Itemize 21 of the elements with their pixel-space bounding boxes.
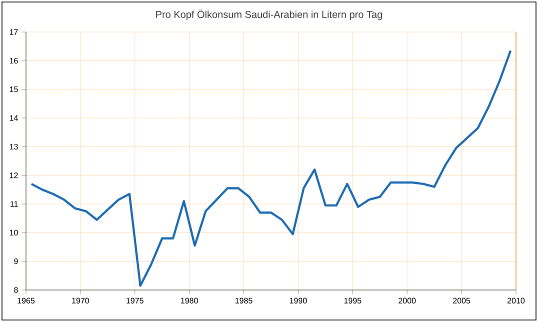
y-tick-label: 10	[10, 230, 18, 236]
y-tick-label: 14	[10, 115, 18, 121]
x-tick-label: 2005	[453, 298, 470, 304]
chart-title: Pro Kopf Ölkonsum Saudi-Arabien in Litern pro Tag	[156, 10, 382, 20]
y-tick-label: 11	[10, 201, 18, 207]
x-tick-label: 1995	[344, 298, 362, 304]
x-tick-label: 2000	[398, 298, 416, 304]
y-tick-label: 12	[10, 172, 18, 178]
x-tick-label: 1985	[235, 298, 252, 304]
x-tick-label: 1980	[181, 298, 198, 304]
y-tick-label: 8	[14, 287, 18, 293]
x-tick-label: 1975	[126, 298, 144, 304]
x-tick-label: 2010	[508, 298, 525, 304]
y-tick-label: 17	[10, 29, 18, 35]
y-tick-label: 16	[10, 58, 18, 64]
x-tick-label: 1970	[72, 298, 90, 304]
y-tick-label: 9	[14, 258, 18, 264]
y-tick-label: 15	[10, 86, 18, 92]
x-tick-label: 1990	[290, 298, 307, 304]
y-tick-label: 13	[10, 144, 18, 150]
x-tick-label: 1965	[18, 298, 35, 304]
